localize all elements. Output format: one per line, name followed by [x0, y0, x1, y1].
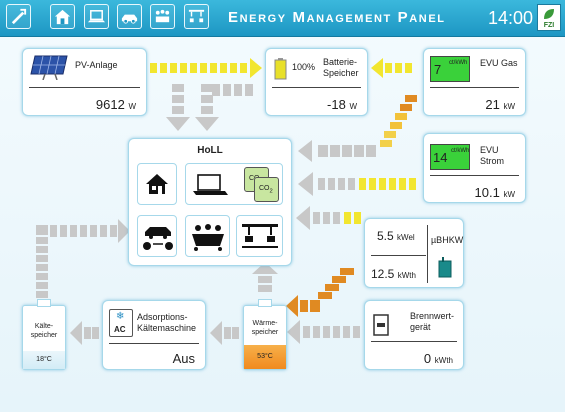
kaelte-label: Kälte-speicher [30, 323, 58, 339]
clock: 14:00 [488, 8, 534, 28]
waerme-speicher-tank[interactable]: Wärme-speicher 53°C [243, 299, 287, 370]
laptop-icon [87, 10, 106, 23]
nav-settings-button[interactable] [6, 4, 31, 29]
fzi-logo: FZI [537, 4, 561, 31]
pv-label: PV-Anlage [75, 60, 118, 70]
laptop-icon [193, 174, 228, 195]
chp-unit-icon [438, 257, 452, 278]
arrow-kaelte-holl [36, 219, 130, 298]
gas-value: 21 kW [485, 97, 515, 112]
arrow-waerme-adsorption [210, 321, 239, 345]
evu-gas-panel[interactable]: 7 ct/kWh EVU Gas 21 kW [423, 48, 526, 116]
battery-icon [274, 58, 287, 80]
page-title: Energy Management Panel [228, 9, 446, 26]
gas-price-badge: 7 ct/kWh [430, 56, 470, 82]
arrow-gas-holl [298, 95, 417, 162]
logo-text: FZI [543, 22, 555, 29]
house-icon [146, 174, 168, 194]
nav-laptop-button[interactable] [84, 4, 109, 29]
arrow-brennwert-waerme [287, 320, 360, 344]
nav-house-button[interactable] [50, 4, 75, 29]
arrow-gas-battery [371, 58, 412, 78]
nav-lab-button[interactable] [184, 4, 209, 29]
top-bar: Energy Management Panel 14:00 FZI [0, 0, 565, 37]
ev-charging-icon [143, 227, 173, 250]
snowflake-icon: ❄ [116, 311, 125, 322]
meeting-icon [192, 224, 224, 251]
strom-value: 10.1 kW [474, 185, 516, 200]
boiler-icon [373, 314, 389, 336]
ac-unit: ❄ AC [109, 309, 133, 337]
ubhkw-panel[interactable]: 5.5 kWel 12.5 kWth µBHKW [364, 218, 464, 288]
adsorption-panel[interactable]: ❄ AC Adsorptions-Kältemaschine Aus [102, 300, 206, 370]
ubhkw-divider [427, 225, 428, 283]
house-icon [54, 9, 71, 25]
arrow-pv-holl [166, 84, 190, 131]
settings-icon [11, 8, 27, 25]
holl-lab-button[interactable] [236, 215, 283, 257]
ubhkw-th-value: 12.5 kWth [371, 267, 416, 281]
battery-label: Batterie-Speicher [323, 57, 359, 78]
car-icon [121, 14, 138, 24]
battery-value: -18 W [327, 97, 357, 112]
lab-icon [242, 224, 278, 248]
co2-badge-bottom: CO2 [254, 177, 279, 202]
arrow-bhkw-waerme [286, 268, 354, 317]
waerme-label: Wärme-speicher [251, 320, 279, 336]
evu-strom-panel[interactable]: 14 ct/kWh EVU Strom 10.1 kW [423, 133, 526, 203]
arrow-strom-holl [298, 172, 416, 196]
holl-office-button[interactable]: CO2 CO2 [185, 163, 283, 205]
solar-panel-icon [30, 55, 68, 80]
kaelte-speicher-tank[interactable]: Kälte-speicher 18°C [22, 299, 66, 370]
meeting-icon [155, 9, 170, 23]
holl-panel[interactable]: HoLL CO2 CO2 [128, 138, 292, 266]
strom-price-badge: 14 ct/kWh [430, 144, 470, 170]
pv-value: 9612 W [95, 97, 136, 112]
adsorption-label: Adsorptions-Kältemaschine [137, 312, 197, 333]
battery-percent: 100% [292, 62, 316, 72]
ubhkw-label: µBHKW [431, 235, 464, 245]
arrow-waerme-holl [252, 262, 278, 292]
nav-car-button[interactable] [117, 4, 142, 29]
brennwert-label: Brennwert-gerät [410, 311, 455, 332]
ubhkw-el-value: 5.5 kWel [377, 229, 415, 243]
holl-car-button[interactable] [137, 215, 177, 257]
holl-label: HoLL [197, 145, 223, 156]
holl-house-button[interactable] [137, 163, 177, 205]
arrow-bhkw-holl [296, 206, 361, 230]
pv-panel[interactable]: PV-Anlage 9612 W [22, 48, 147, 116]
gas-label: EVU Gas [480, 58, 518, 68]
holl-meeting-button[interactable] [185, 215, 230, 257]
leaf-icon [544, 9, 554, 19]
arrow-adsorption-kaelte [70, 321, 99, 345]
arrow-battery-holl [195, 84, 253, 131]
waerme-temp: 53°C [244, 345, 286, 369]
arrow-pv-battery [150, 58, 262, 78]
adsorption-status: Aus [172, 351, 195, 366]
kaelte-temp: 18°C [23, 351, 65, 369]
strom-label: EVU Strom [480, 145, 505, 166]
brennwert-panel[interactable]: Brennwert-gerät 0 kWth [364, 300, 464, 370]
lab-icon [188, 9, 205, 23]
brennwert-value: 0 kWth [423, 351, 453, 366]
battery-panel[interactable]: 100% Batterie-Speicher -18 W [265, 48, 368, 116]
nav-meeting-button[interactable] [150, 4, 175, 29]
